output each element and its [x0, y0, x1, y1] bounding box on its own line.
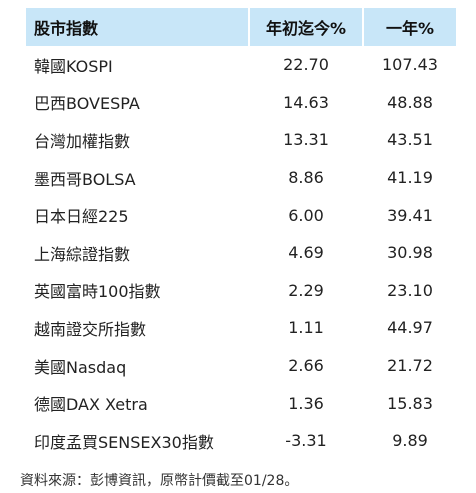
- table-row: 上海綜證指數 4.69 30.98: [26, 234, 456, 272]
- index-name-cell: 越南證交所指數: [34, 319, 147, 339]
- ytd-cell: 4.69: [288, 243, 324, 263]
- one-year-cell: 23.10: [387, 280, 433, 300]
- ytd-cell: 1.11: [288, 318, 324, 338]
- source-footnote: 資料來源：彭博資訊，原幣計價截至01/28。: [20, 473, 299, 489]
- table-row: 德國DAX Xetra 1.36 15.83: [26, 384, 456, 422]
- index-name-cell: 上海綜證指數: [34, 244, 131, 264]
- table-row: 英國富時100指數 2.29 23.10: [26, 272, 456, 310]
- index-name-cell: 英國富時100指數: [34, 282, 161, 302]
- ytd-cell: 1.36: [288, 393, 324, 413]
- one-year-cell: 15.83: [387, 393, 433, 413]
- ytd-cell: 6.00: [288, 205, 324, 225]
- index-table-container: 股市指數 年初迄今% 一年% 韓國KOSPI 22.70 107.43 巴西BO…: [24, 8, 456, 460]
- table-row: 美國Nasdaq 2.66 21.72: [26, 347, 456, 385]
- ytd-cell: 2.66: [288, 356, 324, 376]
- ytd-cell: 22.70: [283, 55, 329, 75]
- index-name-cell: 日本日經225: [34, 207, 129, 227]
- header-index-name: 股市指數: [26, 8, 248, 46]
- table-row: 台灣加權指數 13.31 43.51: [26, 121, 456, 159]
- ytd-cell: 8.86: [288, 168, 324, 188]
- table-row: 印度孟買SENSEX30指數 -3.31 9.89: [26, 422, 456, 460]
- table-row: 韓國KOSPI 22.70 107.43: [26, 46, 456, 84]
- index-name-cell: 美國Nasdaq: [34, 357, 127, 377]
- ytd-cell: 13.31: [283, 130, 329, 150]
- index-name-cell: 德國DAX Xetra: [34, 395, 148, 415]
- table-header: 股市指數 年初迄今% 一年%: [26, 8, 456, 46]
- one-year-cell: 48.88: [387, 92, 433, 112]
- ytd-cell: 2.29: [288, 280, 324, 300]
- one-year-cell: 44.97: [387, 318, 433, 338]
- index-name-cell: 台灣加權指數: [34, 131, 131, 151]
- ytd-cell: -3.31: [285, 431, 327, 451]
- header-ytd-percent: 年初迄今%: [250, 8, 362, 46]
- one-year-cell: 107.43: [382, 55, 438, 75]
- index-name-cell: 韓國KOSPI: [34, 56, 113, 76]
- table-row: 巴西BOVESPA 14.63 48.88: [26, 84, 456, 122]
- ytd-cell: 14.63: [283, 92, 329, 112]
- one-year-cell: 41.19: [387, 168, 433, 188]
- table-row: 日本日經225 6.00 39.41: [26, 196, 456, 234]
- table-row: 墨西哥BOLSA 8.86 41.19: [26, 159, 456, 197]
- one-year-cell: 9.89: [392, 431, 428, 451]
- index-name-cell: 巴西BOVESPA: [34, 94, 140, 114]
- stock-index-table: 股市指數 年初迄今% 一年% 韓國KOSPI 22.70 107.43 巴西BO…: [24, 8, 458, 460]
- one-year-cell: 21.72: [387, 356, 433, 376]
- one-year-cell: 43.51: [387, 130, 433, 150]
- one-year-cell: 39.41: [387, 205, 433, 225]
- table-row: 越南證交所指數 1.11 44.97: [26, 309, 456, 347]
- index-name-cell: 印度孟買SENSEX30指數: [34, 432, 214, 452]
- index-name-cell: 墨西哥BOLSA: [34, 169, 136, 189]
- header-row: 股市指數 年初迄今% 一年%: [26, 8, 456, 46]
- table-body: 韓國KOSPI 22.70 107.43 巴西BOVESPA 14.63 48.…: [26, 46, 456, 460]
- header-one-year-percent: 一年%: [364, 8, 456, 46]
- one-year-cell: 30.98: [387, 243, 433, 263]
